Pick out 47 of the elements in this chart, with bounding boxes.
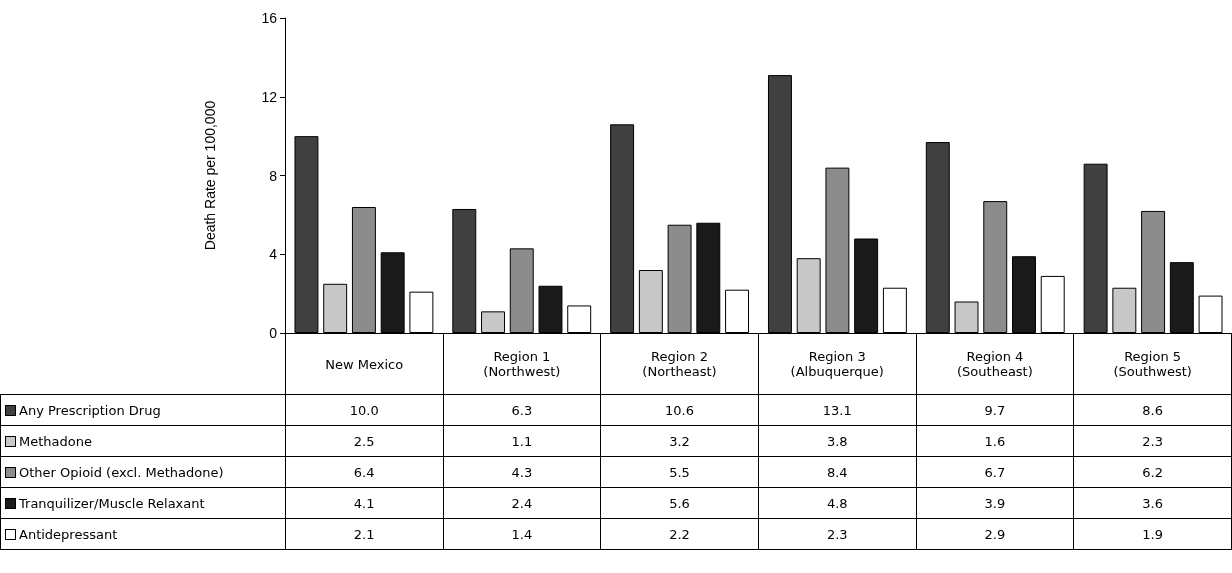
y-axis-title: Death Rate per 100,000 xyxy=(202,100,218,251)
data-label: 10.0 xyxy=(285,394,443,426)
data-label: 1.6 xyxy=(916,425,1074,457)
data-label: 1.9 xyxy=(1073,518,1232,550)
data-label: 8.4 xyxy=(758,456,917,488)
x-tick-label: Region 1 (Northwest) xyxy=(443,333,601,395)
data-label: 8.6 xyxy=(1073,394,1232,426)
data-label: 2.4 xyxy=(443,487,601,519)
y-tick-label: 0 xyxy=(269,325,278,341)
data-label: 10.6 xyxy=(600,394,759,426)
data-label: 2.9 xyxy=(916,518,1074,550)
legend-label: Antidepressant xyxy=(0,518,286,550)
x-tick-label: Region 3 (Albuquerque) xyxy=(758,333,917,395)
data-label: 5.6 xyxy=(600,487,759,519)
data-label: 9.7 xyxy=(916,394,1074,426)
data-label: 6.2 xyxy=(1073,456,1232,488)
legend-label: Any Prescription Drug xyxy=(0,394,286,426)
data-label: 1.1 xyxy=(443,425,601,457)
data-label: 3.9 xyxy=(916,487,1074,519)
data-label: 3.6 xyxy=(1073,487,1232,519)
data-label: 3.8 xyxy=(758,425,917,457)
data-label: 4.3 xyxy=(443,456,601,488)
x-tick-label: Region 5 (Southwest) xyxy=(1073,333,1232,395)
data-label: 1.4 xyxy=(443,518,601,550)
y-tick-label: 8 xyxy=(269,167,278,184)
data-label: 2.1 xyxy=(285,518,443,550)
data-label: 4.1 xyxy=(285,487,443,519)
x-tick-label: New Mexico xyxy=(285,333,443,395)
legend-label: Methadone xyxy=(0,425,286,457)
data-label: 2.3 xyxy=(758,518,917,550)
data-label: 2.3 xyxy=(1073,425,1232,457)
data-label: 13.1 xyxy=(758,394,917,426)
y-tick-label: 4 xyxy=(269,246,278,263)
data-label: 5.5 xyxy=(600,456,759,488)
legend-label: Tranquilizer/Muscle Relaxant xyxy=(0,487,286,519)
data-label: 4.8 xyxy=(758,487,917,519)
x-tick-label: Region 4 (Southeast) xyxy=(916,333,1074,395)
data-label: 6.7 xyxy=(916,456,1074,488)
y-tick-label: 12 xyxy=(261,88,278,105)
data-label: 3.2 xyxy=(600,425,759,457)
data-label: 6.3 xyxy=(443,394,601,426)
legend-label: Other Opioid (excl. Methadone) xyxy=(0,456,286,488)
data-label: 2.5 xyxy=(285,425,443,457)
data-label: 6.4 xyxy=(285,456,443,488)
y-tick-label: 16 xyxy=(261,10,278,26)
data-label: 2.2 xyxy=(600,518,759,550)
x-tick-label: Region 2 (Northeast) xyxy=(600,333,759,395)
